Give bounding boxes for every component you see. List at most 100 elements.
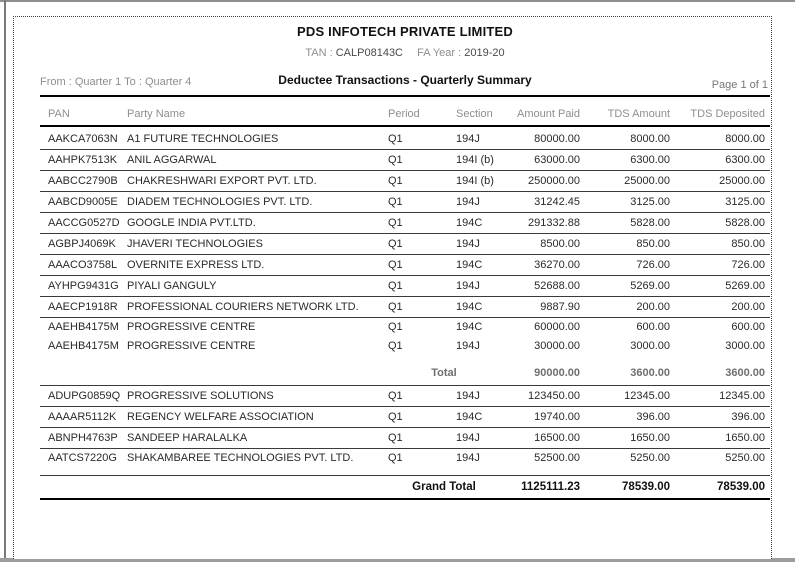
cell-period: Q1: [388, 154, 403, 166]
cell-tds-deposited: 3600.00: [725, 367, 765, 379]
cell-section: 194J: [456, 133, 480, 145]
cell-tds-amount: 600.00: [636, 321, 670, 333]
cell-section: 194J: [456, 196, 480, 208]
cell-tds-amount: 5250.00: [630, 452, 670, 464]
cell-tds-deposited: 396.00: [731, 411, 765, 423]
column-header-amount-paid: Amount Paid: [517, 108, 580, 120]
cell-party: PROGRESSIVE CENTRE: [127, 340, 256, 352]
cell-pan: AYHPG9431G: [48, 280, 119, 292]
cell-pan: AACCG0527D: [48, 217, 120, 229]
window-left-border: [4, 0, 6, 558]
cell-amount-paid: 52688.00: [534, 280, 580, 292]
cell-tds-deposited: 3125.00: [725, 196, 765, 208]
cell-party: ANIL AGGARWAL: [127, 154, 217, 166]
cell-amount-paid: 80000.00: [534, 133, 580, 145]
cell-pan: AAACO3758L: [48, 259, 118, 271]
grand-total-label: Grand Total: [412, 481, 476, 493]
quarter-range: From : Quarter 1 To : Quarter 4: [40, 76, 192, 88]
cell-section: 194C: [456, 259, 483, 271]
cell-tds-amount: 3600.00: [630, 367, 670, 379]
table-row: AAECP1918R PROFESSIONAL COURIERS NETWORK …: [40, 297, 770, 318]
table-row: AAKCA7063N A1 FUTURE TECHNOLOGIES Q1 194J 80…: [40, 129, 770, 150]
table-row: AATCS7220G SHAKAMBAREE TECHNOLOGIES PVT. …: [40, 449, 770, 468]
table-row: AAHPK7513K ANIL AGGARWAL Q1 194I (b) 63000.0…: [40, 150, 770, 171]
cell-section: 194J: [456, 280, 480, 292]
cell-section: 194J: [456, 452, 480, 464]
cell-section: 194J: [456, 390, 480, 402]
cell-party: OVERNITE EXPRESS LTD.: [127, 259, 265, 271]
cell-party: SHAKAMBAREE TECHNOLOGIES PVT. LTD.: [127, 452, 354, 464]
cell-tds-deposited: 5269.00: [725, 280, 765, 292]
cell-tds-deposited: 5828.00: [725, 217, 765, 229]
table-body: AAKCA7063N A1 FUTURE TECHNOLOGIES Q1 194J 80…: [40, 129, 770, 500]
table-row: AAEHB4175M PROGRESSIVE CENTRE Q1 194C 60000.…: [40, 318, 770, 337]
cell-period: Q1: [388, 280, 403, 292]
cell-period: Q1: [388, 432, 403, 444]
cell-amount-paid: 9887.90: [540, 301, 580, 313]
cell-period: Q1: [388, 175, 403, 187]
cell-tds-amount: 726.00: [636, 259, 670, 271]
cell-party: [127, 479, 388, 495]
table-row: ADUPG0859Q PROGRESSIVE SOLUTIONS Q1 194J 123…: [40, 386, 770, 407]
table-header: PAN Party Name Period Section Amount Paid TDS…: [40, 103, 770, 127]
cell-party: PROGRESSIVE SOLUTIONS: [127, 390, 274, 402]
tan-value: CALP08143C: [335, 47, 404, 59]
cell-section: 194J: [456, 238, 480, 250]
tan-label: TAN :: [305, 47, 333, 59]
cell-period: Q1: [388, 133, 403, 145]
cell-amount-paid: 8500.00: [540, 238, 580, 250]
table-row: AGBPJ4069K JHAVERI TECHNOLOGIES Q1 194J 8500…: [40, 234, 770, 255]
cell-period: Q1: [388, 259, 403, 271]
cell-amount-paid: 60000.00: [534, 321, 580, 333]
cell-party: PROFESSIONAL COURIERS NETWORK LTD.: [127, 301, 359, 313]
cell-tds-amount: 8000.00: [630, 133, 670, 145]
cell-amount-paid: 30000.00: [534, 340, 580, 352]
column-header-tds-deposited: TDS Deposited: [690, 108, 765, 120]
cell-section: 194I (b): [456, 175, 494, 187]
column-header-period: Period: [388, 108, 420, 120]
cell-amount-paid: 123450.00: [528, 390, 580, 402]
cell-tds-amount: 5269.00: [630, 280, 670, 292]
cell-pan: [40, 364, 127, 382]
header-rule-line: [40, 95, 770, 97]
cell-tds-amount: 3125.00: [630, 196, 670, 208]
cell-pan: AAEHB4175M: [48, 340, 119, 352]
cell-period: Q1: [388, 452, 403, 464]
company-name: PDS INFOTECH PRIVATE LIMITED: [296, 24, 513, 39]
cell-party: [127, 364, 388, 382]
fa-year-value: 2019-20: [464, 47, 505, 59]
table-row: AAACO3758L OVERNITE EXPRESS LTD. Q1 194C 362…: [40, 255, 770, 276]
cell-tds-amount: 12345.00: [624, 390, 670, 402]
table-row: AYHPG9431G PIYALI GANGULY Q1 194J 52688.00 52…: [40, 276, 770, 297]
window-bottom-border: [0, 558, 795, 562]
cell-tds-deposited: 25000.00: [719, 175, 765, 187]
cell-pan: AATCS7220G: [48, 452, 117, 464]
cell-tds-amount: 1650.00: [630, 432, 670, 444]
cell-party: PIYALI GANGULY: [127, 280, 217, 292]
cell-amount-paid: 1125111.23: [521, 481, 580, 493]
cell-tds-deposited: 600.00: [731, 321, 765, 333]
cell-amount-paid: 63000.00: [534, 154, 580, 166]
report-page: PDS INFOTECH PRIVATE LIMITED TAN : CALP0…: [13, 16, 772, 559]
cell-party: SANDEEP HARALALKA: [127, 432, 248, 444]
table-row: AABCC2790B CHAKRESHWARI EXPORT PVT. LTD. Q…: [40, 171, 770, 192]
cell-pan: AABCC2790B: [48, 175, 118, 187]
cell-tds-amount: 200.00: [636, 301, 670, 313]
table-row: ABNPH4763P SANDEEP HARALALKA Q1 194J 16500.0…: [40, 428, 770, 449]
cell-pan: AAAAR5112K: [48, 411, 117, 423]
fa-year-label: FA Year :: [417, 47, 462, 59]
cell-pan: AAECP1918R: [48, 301, 118, 313]
table-row: AABCD9005E DIADEM TECHNOLOGIES PVT. LTD. Q…: [40, 192, 770, 213]
tan-fa-year-line: TAN : CALP08143C FA Year : 2019-20: [40, 46, 770, 60]
cell-tds-amount: 78539.00: [622, 481, 670, 493]
cell-tds-deposited: 12345.00: [719, 390, 765, 402]
column-header-pan: PAN: [48, 108, 70, 120]
cell-section: 194C: [456, 321, 483, 333]
cell-amount-paid: 52500.00: [534, 452, 580, 464]
column-header-party: Party Name: [127, 108, 186, 120]
cell-tds-amount: 396.00: [636, 411, 670, 423]
cell-amount-paid: 291332.88: [528, 217, 580, 229]
cell-pan: [40, 479, 127, 495]
cell-pan: AAKCA7063N: [48, 133, 118, 145]
